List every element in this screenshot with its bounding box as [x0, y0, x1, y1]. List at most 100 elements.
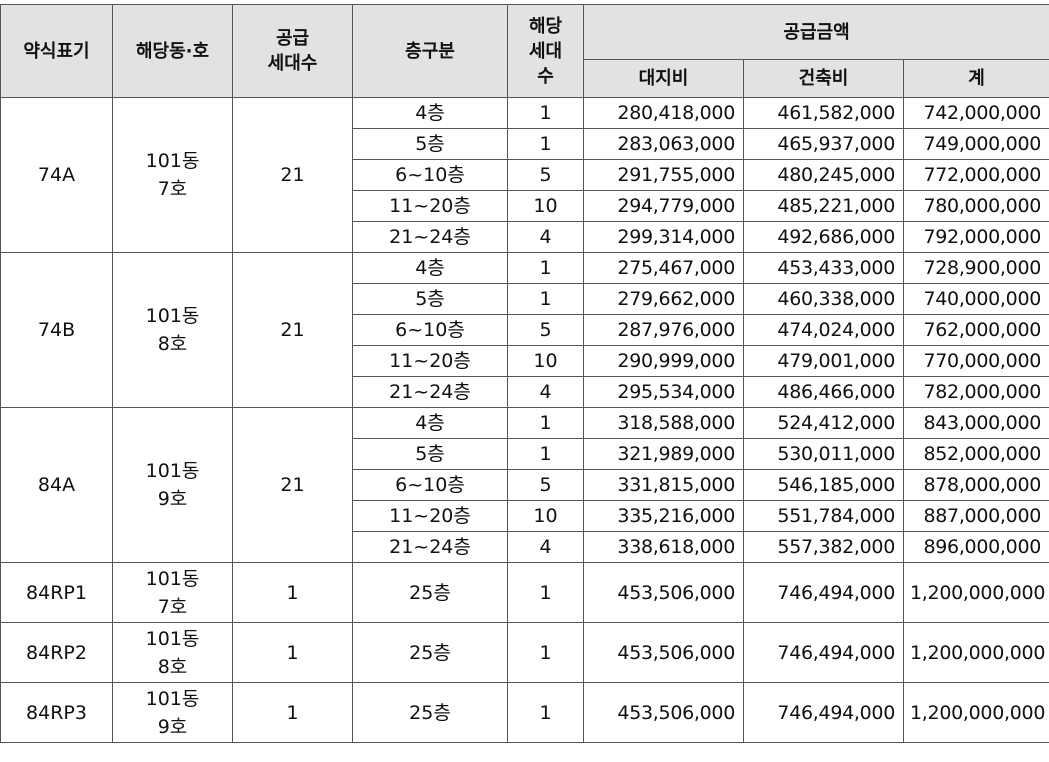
- unit-cell: 101동 9호: [112, 407, 233, 563]
- land-price-cell: 453,506,000: [583, 562, 744, 623]
- land-price-cell: 453,506,000: [583, 682, 744, 743]
- header-units: 해당 세대 수: [507, 4, 584, 98]
- supply-count-cell: 1: [232, 562, 353, 623]
- table-row: 74B 101동 8호 21 4층 1 275,467,000 453,433,000 728,…: [0, 252, 1049, 408]
- header-land: 대지비: [583, 59, 744, 98]
- build-price-cell: 557,382,000: [743, 531, 904, 563]
- floor-cell: 11~20층: [352, 500, 508, 532]
- header-build: 건축비: [743, 59, 904, 98]
- header-row-1: 약식표기 해당동·호 공급 세대수 층구분 해당 세대 수 공급금액: [0, 4, 1049, 98]
- floor-cell: 25층: [352, 682, 508, 743]
- build-price-cell: 530,011,000: [743, 438, 904, 470]
- table-row: 5층 1 283,063,000 465,937,000 749,000,000: [1, 128, 1049, 160]
- floor-cell: 5층: [352, 128, 508, 160]
- units-cell: 5: [507, 469, 584, 501]
- build-price-cell: 746,494,000: [743, 682, 904, 743]
- supply-count-cell: 21: [232, 97, 353, 253]
- land-price-cell: 291,755,000: [583, 159, 744, 191]
- total-price-cell: 780,000,000: [902, 190, 1049, 222]
- total-price-cell: 878,000,000: [902, 469, 1049, 501]
- build-price-cell: 486,466,000: [743, 376, 904, 408]
- floor-cell: 25층: [352, 562, 508, 623]
- floor-cell: 21~24층: [352, 531, 508, 563]
- build-price-cell: 492,686,000: [743, 221, 904, 253]
- floor-cell: 11~20층: [352, 345, 508, 377]
- land-price-cell: 299,314,000: [583, 221, 744, 253]
- units-cell: 1: [507, 562, 584, 623]
- build-price-cell: 551,784,000: [743, 500, 904, 532]
- units-cell: 4: [507, 376, 584, 408]
- table-row: 84RP3 101동 9호 1 25층 1 453,506,000 746,494,000 1,…: [0, 682, 1049, 743]
- build-price-cell: 461,582,000: [743, 97, 904, 129]
- units-cell: 1: [507, 438, 584, 470]
- total-price-cell: 887,000,000: [902, 500, 1049, 532]
- total-price-cell: 772,000,000: [902, 159, 1049, 191]
- total-price-cell: 762,000,000: [902, 314, 1049, 346]
- unit-cell: 101동 7호: [112, 97, 233, 253]
- floor-cell: 4층: [352, 97, 508, 129]
- table-row: 84RP2 101동 8호 1 25층 1 453,506,000 746,494,000 1,…: [0, 622, 1049, 683]
- floor-cell: 4층: [352, 407, 508, 439]
- build-price-cell: 485,221,000: [743, 190, 904, 222]
- total-price-cell: 782,000,000: [902, 376, 1049, 408]
- build-price-cell: 480,245,000: [743, 159, 904, 191]
- abbrev-cell: 84A: [0, 407, 113, 563]
- table-row: 21~24층 4 299,314,000 492,686,000 792,000,000: [1, 221, 1049, 253]
- land-price-cell: 279,662,000: [583, 283, 744, 315]
- supply-count-cell: 21: [232, 252, 353, 408]
- table-body: 74A 101동 7호 21 4층 1 280,418,000 461,582,000 742,…: [0, 97, 1049, 743]
- header-abbrev: 약식표기: [0, 4, 113, 98]
- floor-cell: 5층: [352, 283, 508, 315]
- build-price-cell: 546,185,000: [743, 469, 904, 501]
- floor-cell: 21~24층: [352, 221, 508, 253]
- table-row: 6~10층 5 331,815,000 546,185,000 878,000,000: [1, 469, 1049, 501]
- total-price-cell: 770,000,000: [902, 345, 1049, 377]
- header-unit: 해당동·호: [112, 4, 233, 98]
- land-price-cell: 338,618,000: [583, 531, 744, 563]
- supply-count-cell: 21: [232, 407, 353, 563]
- units-cell: 5: [507, 159, 584, 191]
- table-row: 84A 101동 9호 21 4층 1 318,588,000 524,412,000 843,…: [0, 407, 1049, 563]
- units-cell: 10: [507, 345, 584, 377]
- land-price-cell: 318,588,000: [583, 407, 744, 439]
- units-cell: 1: [507, 622, 584, 683]
- total-price-cell: 1,200,000,000: [902, 682, 1049, 743]
- units-cell: 10: [507, 500, 584, 532]
- supply-price-table: 약식표기 해당동·호 공급 세대수 층구분 해당 세대 수 공급금액 대지비 건축비 …: [0, 4, 1049, 743]
- unit-cell: 101동 8호: [112, 622, 233, 683]
- table-row: 11~20층 10 294,779,000 485,221,000 780,000,00…: [1, 190, 1049, 222]
- build-price-cell: 453,433,000: [743, 252, 904, 284]
- land-price-cell: 290,999,000: [583, 345, 744, 377]
- header-total: 계: [902, 59, 1049, 98]
- land-price-cell: 295,534,000: [583, 376, 744, 408]
- floor-cell: 21~24층: [352, 376, 508, 408]
- build-price-cell: 460,338,000: [743, 283, 904, 315]
- land-price-cell: 280,418,000: [583, 97, 744, 129]
- table-row: 84RP1 101동 7호 1 25층 1 453,506,000 746,494,000 1,…: [0, 562, 1049, 623]
- supply-count-cell: 1: [232, 682, 353, 743]
- total-price-cell: 728,900,000: [902, 252, 1049, 284]
- units-cell: 4: [507, 531, 584, 563]
- total-price-cell: 792,000,000: [902, 221, 1049, 253]
- floor-cell: 25층: [352, 622, 508, 683]
- table-row: 6~10층 5 291,755,000 480,245,000 772,000,000: [1, 159, 1049, 191]
- build-price-cell: 524,412,000: [743, 407, 904, 439]
- total-price-cell: 1,200,000,000: [902, 562, 1049, 623]
- unit-cell: 101동 8호: [112, 252, 233, 408]
- land-price-cell: 275,467,000: [583, 252, 744, 284]
- build-price-cell: 474,024,000: [743, 314, 904, 346]
- abbrev-cell: 74A: [0, 97, 113, 253]
- total-price-cell: 742,000,000: [902, 97, 1049, 129]
- floor-cell: 11~20층: [352, 190, 508, 222]
- supply-count-cell: 1: [232, 622, 353, 683]
- land-price-cell: 321,989,000: [583, 438, 744, 470]
- units-cell: 1: [507, 252, 584, 284]
- total-price-cell: 749,000,000: [902, 128, 1049, 160]
- header-price: 공급금액: [582, 4, 1049, 60]
- abbrev-cell: 84RP2: [0, 622, 113, 683]
- land-price-cell: 287,976,000: [583, 314, 744, 346]
- total-price-cell: 843,000,000: [902, 407, 1049, 439]
- floor-cell: 6~10층: [352, 159, 508, 191]
- abbrev-cell: 84RP1: [0, 562, 113, 623]
- table-row: 21~24층 4 295,534,000 486,466,000 782,000,000: [1, 376, 1049, 408]
